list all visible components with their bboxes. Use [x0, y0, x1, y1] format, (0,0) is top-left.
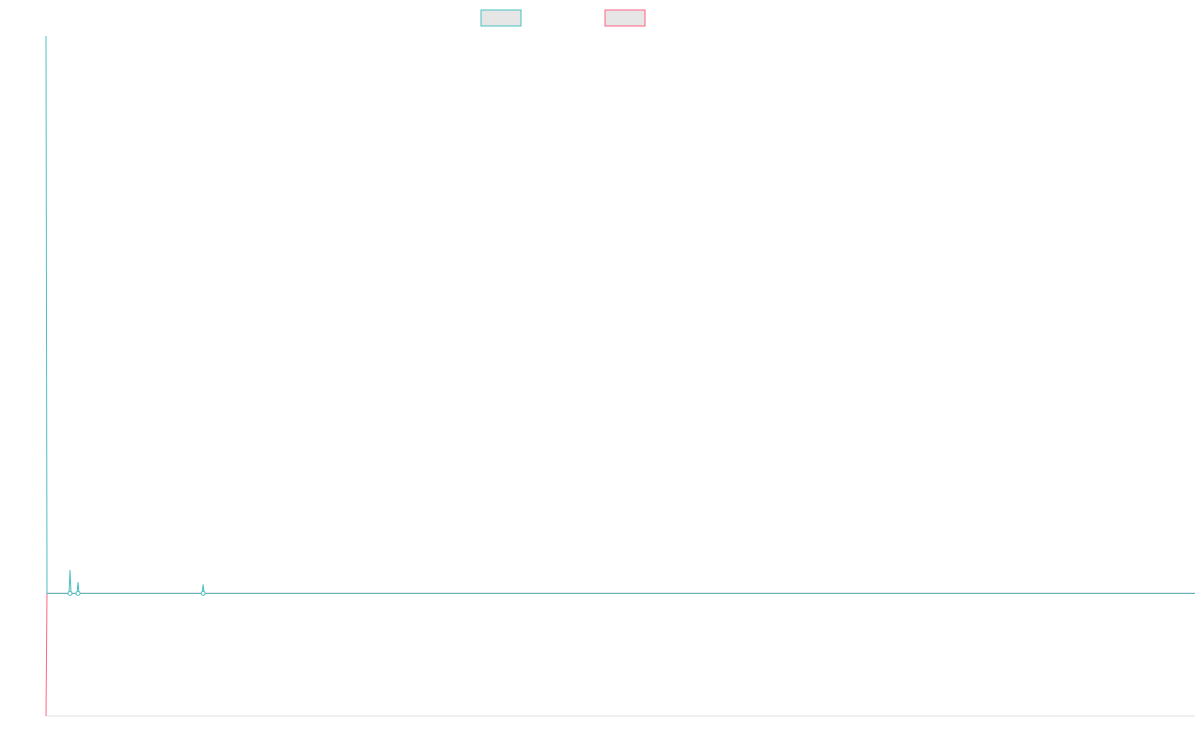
legend-item-series-2[interactable]: [604, 9, 646, 27]
legend-swatch-series-1: [480, 9, 522, 27]
series-2-line: [45, 592, 1195, 717]
legend: [480, 9, 646, 27]
legend-swatch-series-2: [604, 9, 646, 27]
series-layer: [45, 35, 1195, 717]
series-1-point[interactable]: [200, 590, 206, 596]
series-1-line: [45, 35, 1195, 594]
series-1-point[interactable]: [67, 590, 73, 596]
legend-item-series-1[interactable]: [480, 9, 522, 27]
series-1-point[interactable]: [75, 590, 81, 596]
